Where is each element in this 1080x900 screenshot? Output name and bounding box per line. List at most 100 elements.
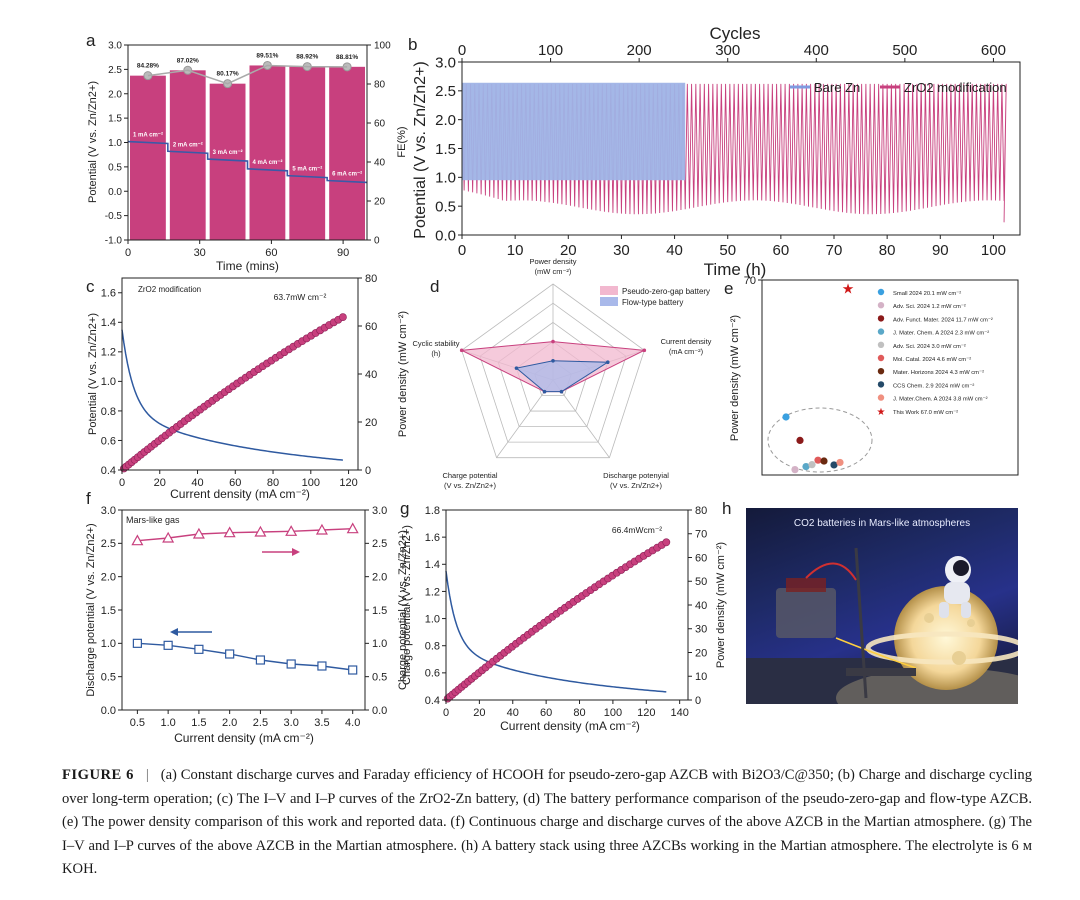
radar-axis-unit: (V vs. Zn/Zn2+)	[610, 481, 662, 490]
ytick-b-label: 2.5	[435, 83, 456, 100]
cluster-ellipse	[767, 407, 873, 473]
y2tick-g-label: 30	[695, 624, 707, 636]
discharge-point	[194, 644, 204, 654]
legend-marker	[877, 302, 885, 309]
ylabel-c: Potential (V vs. Zn/Zn2+)	[87, 313, 99, 435]
annotation-c: ZrO2 modification	[138, 285, 201, 294]
fe-bar	[329, 66, 365, 241]
ytick-b-label: 0.5	[435, 198, 456, 215]
charge-arrow-head	[292, 548, 300, 556]
current-label: 3 mA cm⁻²	[213, 149, 243, 156]
scatter-point	[782, 413, 790, 421]
legend-marker	[877, 341, 885, 348]
y2tick-f-label: 0.0	[372, 705, 387, 717]
ytick-g-label: 1.6	[425, 532, 440, 544]
x2tick-b-label: 600	[981, 42, 1006, 59]
y2tick-g-label: 20	[695, 647, 707, 659]
scatter-point	[796, 436, 804, 445]
discharge-point	[348, 665, 358, 675]
iv-curve-g	[445, 570, 667, 693]
legend-marker	[877, 381, 885, 388]
xtick-b-label: 20	[560, 242, 577, 259]
ytick-c-label: 0.8	[101, 406, 116, 418]
legend-swatch-pseudo	[600, 286, 618, 295]
peak-label-g: 66.4mWcm⁻²	[612, 525, 662, 535]
x2tick-b-label: 0	[458, 42, 466, 59]
fe-label: 88.92%	[296, 54, 318, 61]
figure-canvas: a 84.28% 87.02% 80.17% 89.51% 88.92% 88.81% 1 m…	[85, 24, 1021, 745]
y2label-f: Charge potential (V vs. Zn/Zn2+)	[397, 530, 409, 690]
xtick-c-label: 100	[302, 477, 320, 489]
photo-caption: CO2 batteries in Mars-like atmospheres	[793, 518, 971, 529]
y2tick-c-label: 0	[365, 465, 371, 477]
legend-label-e: Adv. Funct. Mater. 2024 11.7 mW cm⁻²	[893, 317, 993, 323]
ytick-g-label: 1.8	[425, 505, 440, 517]
xtick-f-label: 1.0	[160, 717, 175, 729]
figure-caption: FIGURE 6 | (a) Constant discharge curves…	[62, 764, 1032, 882]
xtick-c-label: 20	[154, 477, 166, 489]
radar-axis-unit: (mW cm⁻²)	[535, 267, 572, 276]
fe-label: 80.17%	[217, 71, 239, 78]
xtick-g-label: 60	[540, 707, 552, 719]
potential-curve	[127, 140, 368, 184]
scatter-point	[830, 461, 838, 469]
ytick-g-label: 1.0	[425, 613, 440, 625]
legend-marker	[877, 354, 885, 362]
ytick-f-label: 3.0	[101, 505, 116, 517]
y2tick-a-label: 100	[374, 41, 391, 52]
ytick-g-label: 0.8	[425, 641, 440, 653]
xtick-a-label: 60	[265, 247, 277, 259]
y2label-a: FE(%)	[396, 126, 408, 157]
ip-point-c	[338, 313, 347, 322]
xtick-a-label: 90	[337, 247, 349, 259]
xtick-a-label: 0	[125, 247, 131, 259]
xlabel-g: Current density (mA cm⁻²)	[500, 719, 640, 733]
fe-line	[147, 64, 348, 85]
scatter-point	[836, 458, 844, 467]
legend-marker	[877, 368, 885, 375]
ytick-a-label: -1.0	[105, 236, 123, 247]
x2label-b: Cycles	[709, 24, 760, 43]
axes-f	[121, 509, 366, 711]
radar-axis-unit: (V vs. Zn/Zn2+)	[444, 481, 496, 490]
y2tick-g-label: 80	[695, 505, 707, 517]
fe-bar	[130, 75, 166, 241]
ytick-c-label: 1.6	[101, 288, 116, 300]
xtick-g-label: 120	[637, 707, 655, 719]
y2tick-c-label: 60	[365, 321, 377, 333]
ytick-a-label: -0.5	[105, 211, 123, 222]
xtick-f-label: 2.0	[222, 717, 237, 729]
panel-label-f: f	[86, 489, 91, 508]
ytick-e-label: 70	[744, 275, 756, 287]
xtick-b-label: 40	[666, 242, 683, 259]
legend-label-e: Mater. Horizons 2024 4.3 mW cm⁻²	[893, 370, 984, 376]
xtick-b-label: 10	[507, 242, 524, 259]
radar-axis-label: Charge potential	[442, 471, 497, 480]
ytick-a-label: 0.5	[108, 162, 122, 173]
y2tick-g-label: 50	[695, 576, 707, 588]
xtick-a-label: 30	[194, 247, 206, 259]
discharge-point	[286, 659, 296, 669]
y2tick-f-label: 1.5	[372, 605, 387, 617]
legend-swatch-flow	[600, 297, 618, 306]
photo-illustration	[746, 547, 1018, 704]
legend-label-e: CCS Chem. 2.9 2024 mW cm⁻²	[893, 383, 974, 389]
radar-point	[642, 348, 647, 353]
bare-zn-series	[462, 82, 686, 181]
scatter-star: ★	[842, 280, 855, 296]
x2tick-b-label: 500	[892, 42, 917, 59]
ytick-c-label: 1.0	[101, 376, 116, 388]
fe-bar	[169, 70, 206, 240]
panel-label-h: h	[722, 499, 731, 518]
ytick-b-label: 1.0	[435, 170, 456, 187]
radar-point	[559, 389, 564, 394]
current-label: 2 mA cm⁻²	[173, 141, 203, 148]
xlabel-f: Current density (mA cm⁻²)	[174, 731, 314, 745]
scatter-point	[814, 456, 822, 464]
xtick-b-label: 60	[773, 242, 790, 259]
radar-axis-unit: (h)	[431, 349, 441, 358]
y2tick-a-label: 0	[374, 236, 380, 247]
legend-label-bare-zn: Bare Zn	[814, 80, 860, 95]
y2tick-g-label: 0	[695, 695, 701, 707]
xtick-b-label: 0	[458, 242, 466, 259]
